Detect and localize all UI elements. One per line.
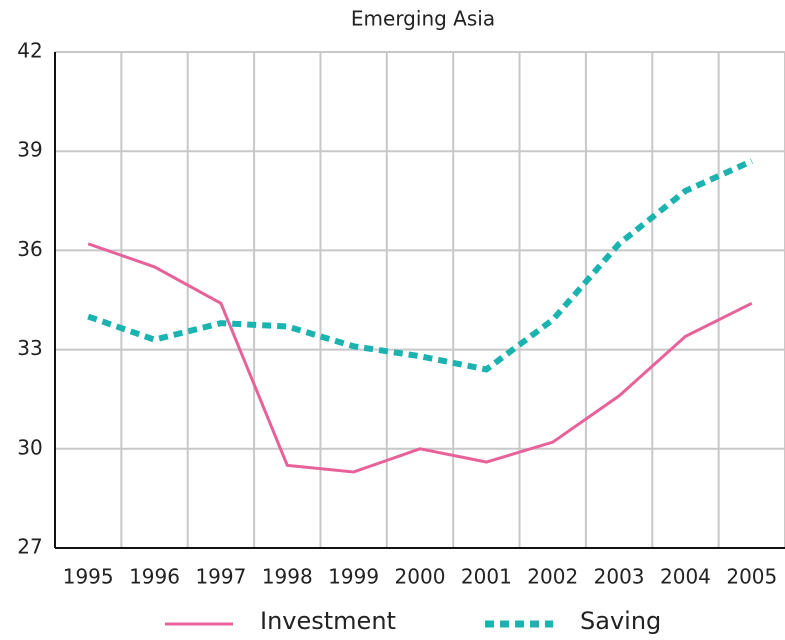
x-tick-label: 2000 — [395, 565, 446, 589]
y-tick-label: 27 — [17, 535, 42, 559]
x-tick-label: 1998 — [262, 565, 313, 589]
y-tick-label: 36 — [17, 237, 42, 261]
series-line — [87, 242, 753, 474]
x-tick-label: 1995 — [63, 565, 114, 589]
x-tick-label: 2005 — [726, 565, 777, 589]
y-tick-label: 30 — [17, 435, 42, 459]
legend-label: Investment — [260, 607, 396, 635]
y-tick-label: 33 — [17, 336, 42, 360]
x-tick-label: 2003 — [594, 565, 645, 589]
chart-title: Emerging Asia — [351, 7, 495, 31]
x-tick-label: 1999 — [328, 565, 379, 589]
x-tick-label: 1997 — [195, 565, 246, 589]
x-tick-label: 2004 — [660, 565, 711, 589]
y-tick-label: 39 — [17, 138, 42, 162]
x-tick-label: 2001 — [461, 565, 512, 589]
x-tick-label: 2002 — [527, 565, 578, 589]
y-tick-label: 42 — [17, 39, 42, 63]
x-tick-label: 1996 — [129, 565, 180, 589]
series-line — [87, 158, 754, 373]
legend-label: Saving — [580, 607, 661, 635]
